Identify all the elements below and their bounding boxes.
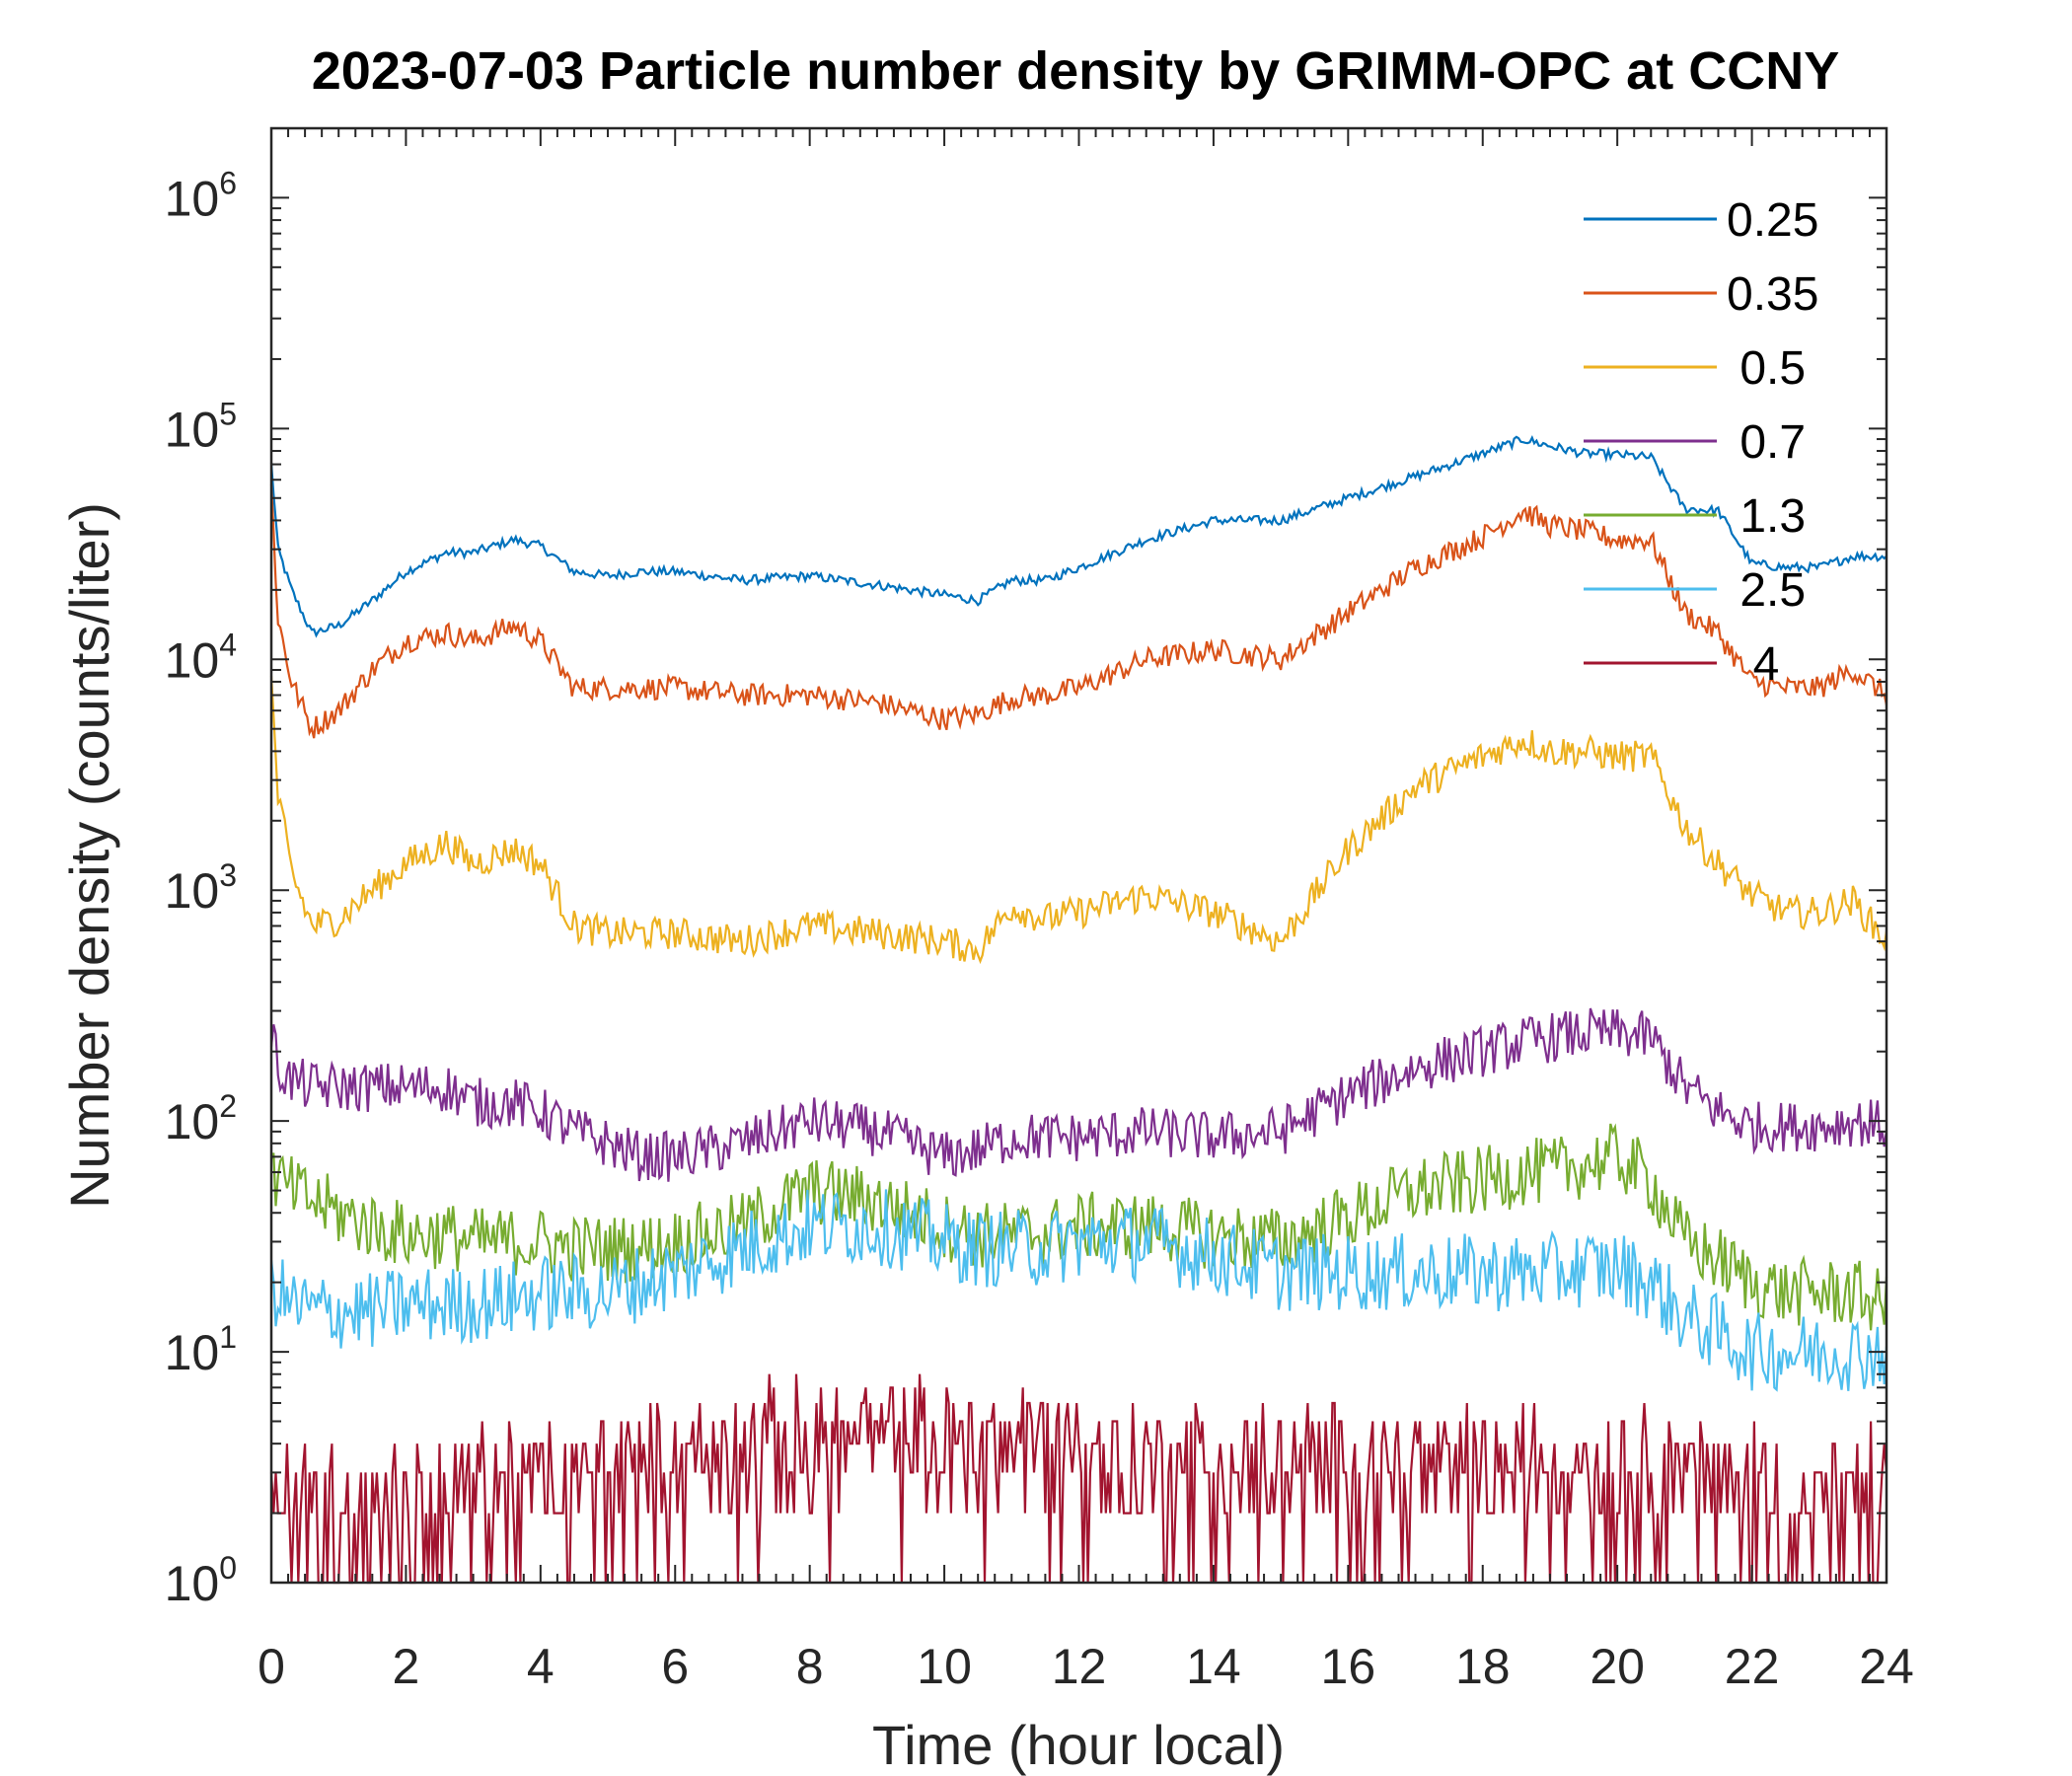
x-tick-label: 22 [1725, 1639, 1780, 1694]
legend-label: 0.25 [1727, 194, 1818, 247]
x-tick-label: 18 [1455, 1639, 1511, 1694]
y-tick-label: 100 [165, 1550, 237, 1611]
x-tick-label: 0 [258, 1639, 285, 1694]
legend-label: 1.3 [1727, 490, 1806, 543]
x-axis-label: Time (hour local) [872, 1714, 1285, 1776]
legend-label: 2.5 [1727, 564, 1806, 617]
chart-title: 2023-07-03 Particle number density by GR… [312, 41, 1839, 101]
x-tick-label: 12 [1052, 1639, 1107, 1694]
y-axis-label: Number density (counts/liter) [58, 502, 120, 1209]
series-line [269, 435, 1887, 638]
x-tick-label: 14 [1186, 1639, 1241, 1694]
series-line [269, 1373, 1888, 1585]
legend-label: 0.7 [1727, 416, 1806, 469]
x-tick-label: 20 [1590, 1639, 1645, 1694]
y-tick-label: 101 [165, 1319, 237, 1380]
x-tick-label: 8 [796, 1639, 824, 1694]
series-line [269, 675, 1888, 965]
x-tick-label: 6 [661, 1639, 689, 1694]
x-tick-label: 4 [527, 1639, 555, 1694]
y-tick-label: 104 [165, 627, 237, 688]
y-tick-label: 105 [165, 396, 237, 457]
legend: 0.25 0.35 0.5 0.7 1.3 2.5 4 [1584, 194, 1818, 691]
x-tick-label: 16 [1321, 1639, 1376, 1694]
x-tick-label: 2 [393, 1639, 420, 1694]
y-tick-labels: 100 101 102 103 104 105 106 [165, 165, 237, 1611]
series-layer [269, 435, 1888, 1585]
ticks-layer [270, 127, 1887, 1584]
y-tick-label: 102 [165, 1088, 237, 1149]
legend-label: 0.35 [1727, 268, 1818, 321]
legend-label: 0.5 [1727, 342, 1806, 395]
x-tick-label: 24 [1859, 1639, 1914, 1694]
legend-label: 4 [1727, 638, 1779, 691]
series-line [269, 1189, 1888, 1392]
x-tick-label: 10 [917, 1639, 972, 1694]
y-tick-label: 103 [165, 857, 237, 919]
series-line [269, 483, 1888, 739]
x-tick-labels: 0 2 4 6 8 10 12 14 16 18 20 22 24 [258, 1639, 1914, 1694]
series-line [269, 1007, 1888, 1182]
series-line [269, 1123, 1888, 1331]
y-tick-label: 106 [165, 165, 237, 226]
